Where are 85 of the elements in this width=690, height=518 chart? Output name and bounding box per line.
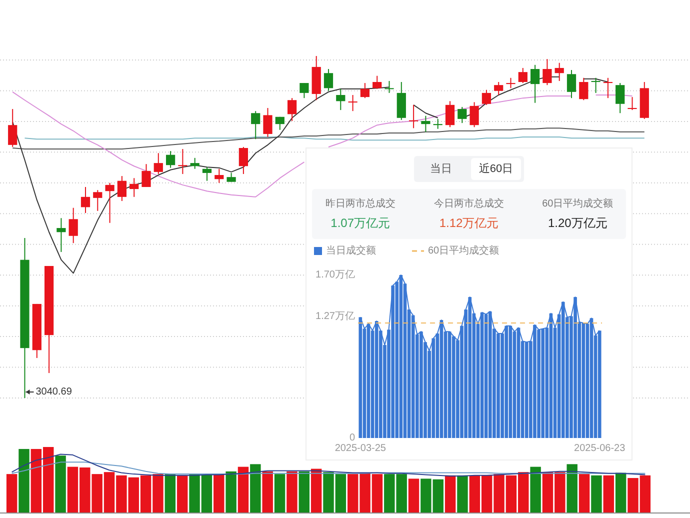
candlestick <box>214 168 224 184</box>
annotation: 60日平均成交额 <box>542 198 614 210</box>
bar <box>164 474 176 513</box>
candlestick <box>263 107 272 138</box>
candlestick <box>202 166 212 182</box>
candlestick <box>494 81 504 96</box>
annotation: 近60日 <box>478 162 514 175</box>
bar <box>408 478 420 513</box>
y-tick-label: 1.70万亿 <box>316 270 355 281</box>
bar <box>615 472 626 513</box>
candlestick <box>579 77 588 101</box>
candlestick <box>287 98 297 122</box>
legend-label: 当日成交额 <box>326 244 376 257</box>
annotation: 3040.69 <box>36 386 72 398</box>
bar <box>55 456 66 513</box>
bar <box>18 448 30 513</box>
candlestick <box>591 77 600 94</box>
annotation: 昨日两市总成交 <box>325 198 396 210</box>
candlestick <box>166 150 176 168</box>
candlestick <box>130 178 139 198</box>
bar <box>298 471 310 513</box>
candlestick <box>105 182 114 224</box>
bar <box>286 471 298 513</box>
bar <box>226 471 236 513</box>
annotation: 当日 <box>430 162 452 175</box>
candlestick <box>458 106 467 124</box>
bar <box>530 466 541 513</box>
bar <box>578 474 590 513</box>
candlestick <box>142 164 151 188</box>
x-tick-label: 2025-06-23 <box>574 443 626 454</box>
bar <box>238 466 249 513</box>
candlestick <box>482 89 492 106</box>
annotation: 1.12万亿元 <box>439 216 499 230</box>
legend-label: 60日平均成交额 <box>428 244 500 257</box>
annotation: 今日两市总成交 <box>434 198 504 210</box>
candlestick <box>421 115 430 132</box>
candlestick <box>408 104 418 129</box>
bar <box>566 464 578 513</box>
bar <box>457 475 468 513</box>
candlestick <box>93 190 102 212</box>
candlestick <box>372 75 382 90</box>
candlestick <box>603 77 613 99</box>
candlestick <box>275 116 284 130</box>
bar <box>444 475 456 513</box>
candlestick <box>8 108 18 148</box>
candlestick <box>238 146 248 174</box>
candlestick <box>566 70 576 99</box>
bar <box>274 474 286 513</box>
candlestick <box>251 110 260 140</box>
candlestick <box>530 64 540 104</box>
candlestick <box>360 82 370 99</box>
bar <box>310 468 322 513</box>
candlestick <box>56 218 66 252</box>
bar <box>176 475 188 513</box>
candlestick <box>190 157 200 170</box>
bar <box>603 475 614 513</box>
bar <box>262 471 273 513</box>
candlestick <box>506 77 516 89</box>
candlestick <box>336 88 346 111</box>
candlestick <box>154 152 163 174</box>
annotation: 1.20万亿元 <box>548 216 608 230</box>
candlestick <box>470 102 479 128</box>
candlestick <box>348 94 358 112</box>
candlestick <box>628 96 637 111</box>
candlestick <box>554 62 564 82</box>
candlestick <box>117 176 127 202</box>
y-tick-label: 0 <box>349 432 356 444</box>
candlestick <box>300 82 309 99</box>
bar <box>6 474 18 513</box>
bar <box>250 464 261 513</box>
annotation: 1.07万亿元 <box>330 216 390 230</box>
candlestick <box>178 148 188 174</box>
x-tick-label: 2025-03-25 <box>334 443 386 454</box>
candlestick <box>445 100 455 128</box>
candlestick <box>68 207 78 244</box>
bar <box>591 475 602 513</box>
candlestick <box>433 118 442 130</box>
candlestick <box>324 68 334 92</box>
candlestick <box>80 186 90 214</box>
y-tick-label: 1.27万亿 <box>316 310 355 322</box>
candlestick <box>542 58 552 86</box>
candlestick <box>518 67 528 84</box>
bar <box>214 474 224 513</box>
candlestick <box>384 80 394 94</box>
candlestick <box>616 82 625 114</box>
